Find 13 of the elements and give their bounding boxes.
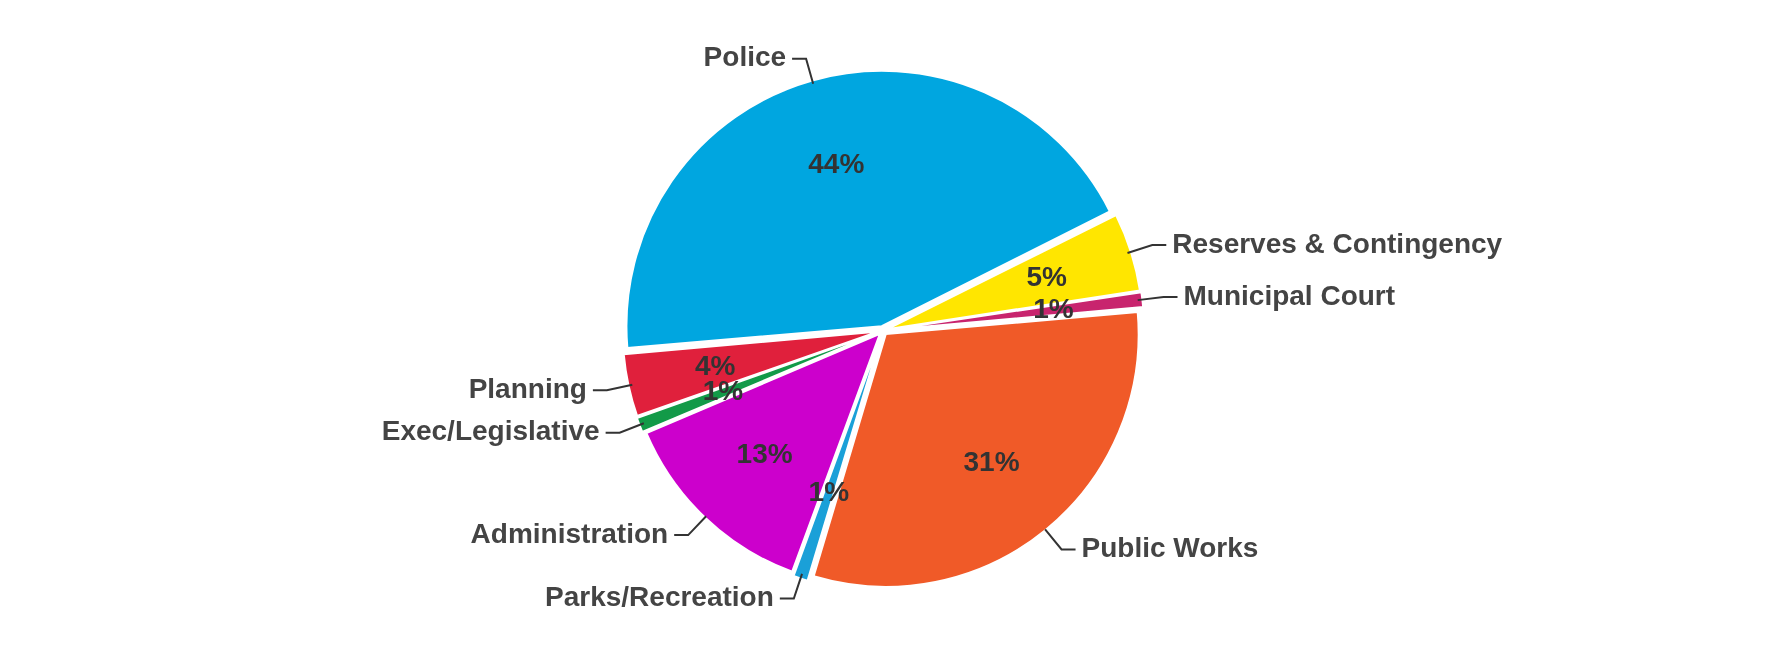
data-label: 31% bbox=[963, 446, 1020, 478]
slice-label: Planning bbox=[468, 372, 587, 404]
slice-label: Public Works bbox=[1081, 532, 1259, 564]
data-label: 44% bbox=[808, 148, 865, 180]
slice-label: Administration bbox=[470, 517, 669, 549]
slice-label: Police bbox=[703, 41, 787, 73]
slice-label: Parks/Recreation bbox=[545, 581, 774, 613]
data-label: 1% bbox=[808, 476, 850, 508]
slice-label: Reserves & Contingency bbox=[1172, 227, 1503, 259]
data-label: 13% bbox=[736, 437, 793, 469]
slice-label: Municipal Court bbox=[1183, 279, 1396, 311]
slice-label: Exec/Legislative bbox=[381, 415, 600, 447]
data-label: 5% bbox=[1026, 261, 1067, 293]
